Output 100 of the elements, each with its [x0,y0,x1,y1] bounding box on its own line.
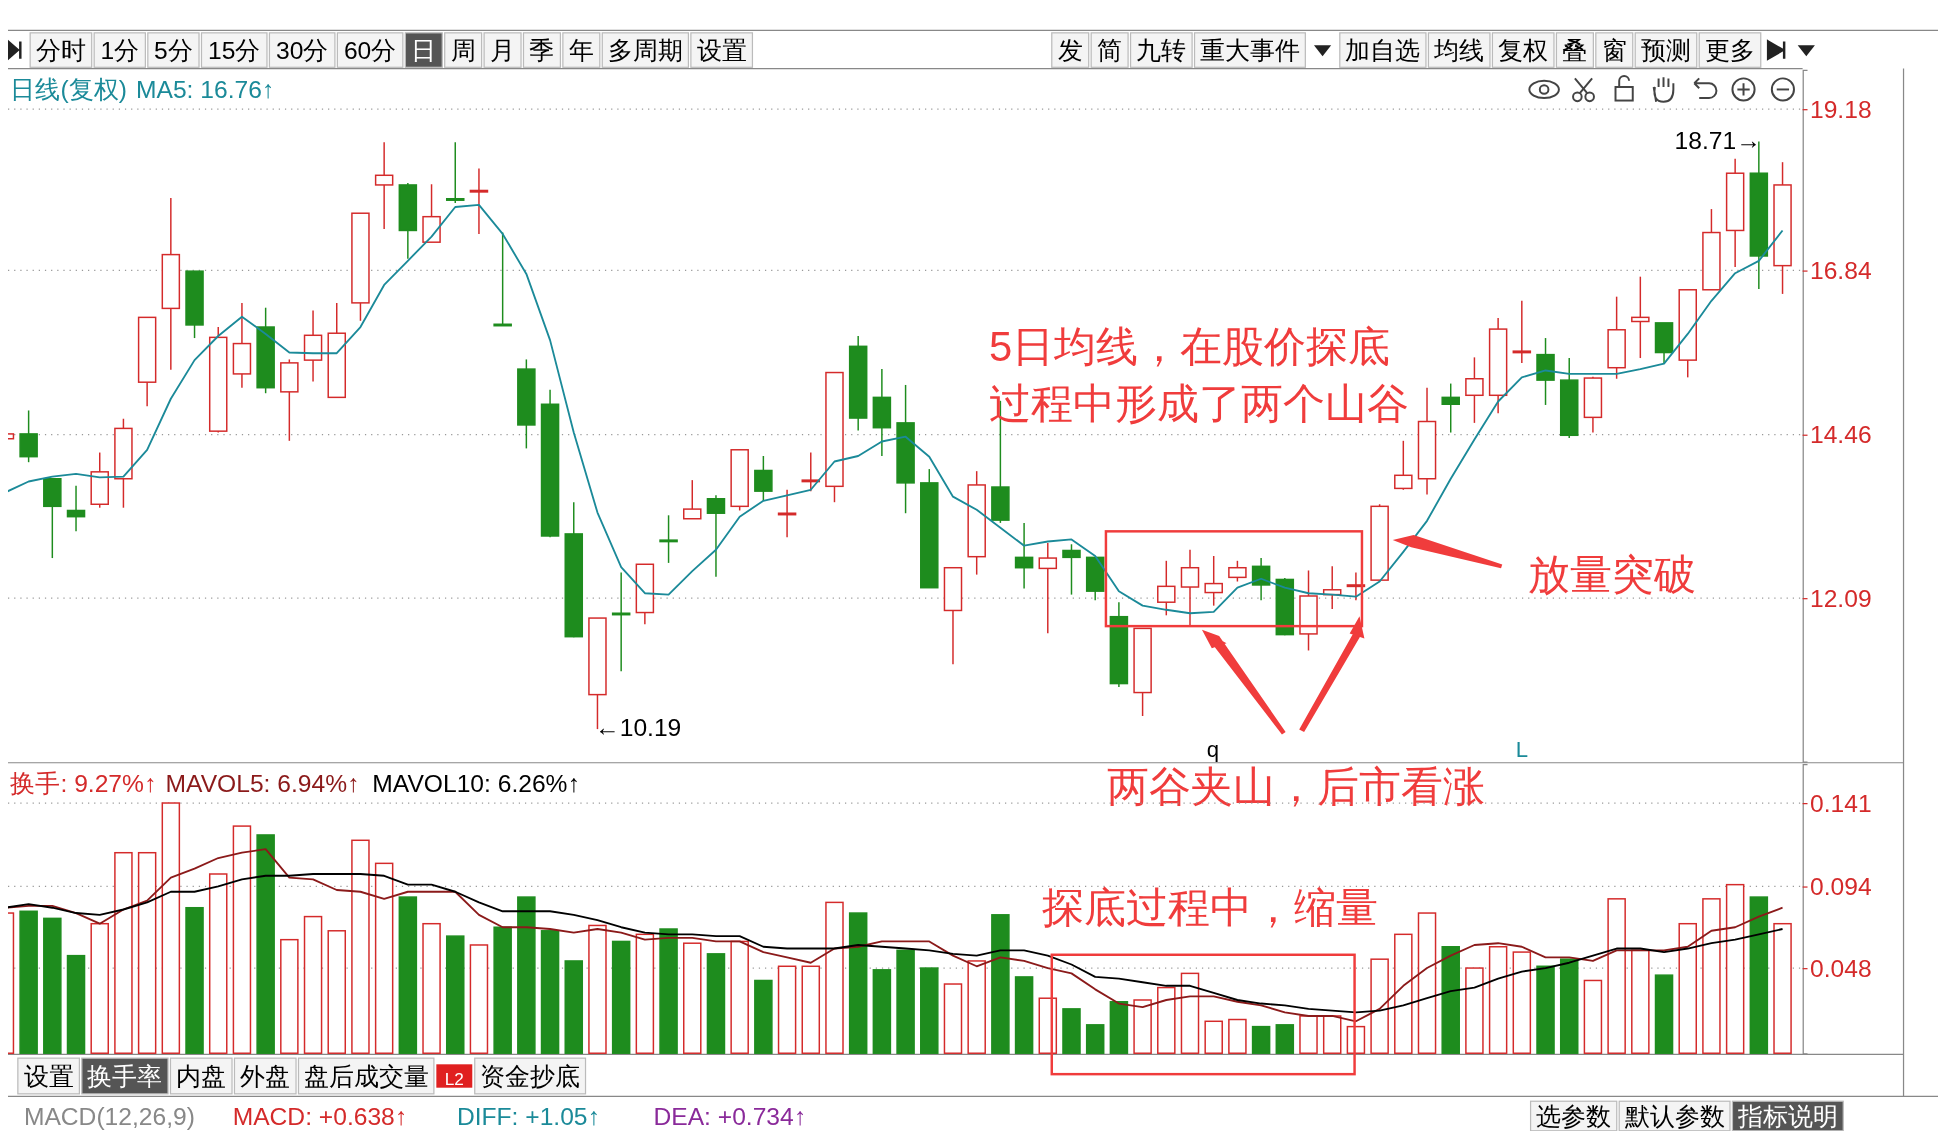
candlestick [66,484,86,532]
text: 5分 [154,36,193,64]
bar [1251,1025,1271,1054]
bar [635,933,655,1054]
bar [1228,1018,1247,1054]
text: L2 [444,1068,464,1089]
bar [801,965,821,1054]
text: MACD: +0.638↑ [232,1102,408,1130]
candlestick [777,489,797,539]
candlestick [374,141,394,230]
annotation: MAVOL5: 6.94%↑ [165,770,360,798]
text: 默认参数 [1623,1102,1725,1130]
bar [185,906,204,1054]
text: 重大事件 [1199,36,1300,64]
bar [137,851,157,1054]
y-tick-label: 16.84 [1809,256,1872,284]
text: 多周期 [607,36,683,64]
text: 加自选 [1345,36,1421,64]
bar [1062,1008,1081,1054]
bar [1465,967,1484,1054]
bar [730,940,749,1054]
bar [445,935,465,1054]
text: DIFF: +1.05↑ [456,1102,600,1130]
bar [114,851,133,1054]
y-tick-label: 0.048 [1809,954,1872,982]
text: 九转 [1136,36,1187,64]
text: 复权 [1498,36,1549,64]
bar [1607,898,1626,1054]
bar [1157,986,1176,1054]
text: 内盘 [176,1062,227,1090]
bar [66,954,86,1054]
candlestick [754,455,773,502]
text: 均线 [1433,36,1485,64]
candlestick [683,479,702,520]
bar [1512,951,1532,1054]
bar [659,928,678,1054]
bar [1204,1020,1223,1054]
candlestick [19,409,38,463]
bar [706,953,726,1054]
candlestick [1346,571,1366,601]
candlestick [659,514,678,564]
bar [303,915,323,1054]
candlestick [1062,543,1081,596]
text: 设置 [23,1062,74,1090]
text: 选参数 [1536,1102,1612,1130]
text: 资金抄底 [480,1062,581,1090]
candlestick [1631,275,1650,359]
text: 更多 [1704,36,1755,64]
bar [564,960,584,1054]
candlestick [1512,300,1532,364]
candlestick [1204,555,1223,607]
bar [683,942,702,1054]
bar [1702,898,1721,1054]
candlestick [1180,549,1200,627]
text: 预测 [1640,36,1691,64]
bar [1299,1015,1318,1054]
bar [1085,1024,1105,1054]
text: MACD(12,26,9) [23,1102,195,1130]
bar [19,910,38,1054]
bar [493,926,512,1054]
candlestick [1465,356,1484,424]
text: 外盘 [240,1062,291,1090]
bar [848,912,868,1054]
bar [1014,976,1034,1054]
annotation: 探底过程中，缩量 [1041,883,1378,931]
annotation: L [1515,736,1529,762]
bar [517,896,536,1054]
bar [1631,949,1650,1054]
bar [1322,1015,1342,1054]
bar [896,949,915,1054]
text: 叠 [1562,36,1588,64]
bar [1133,999,1152,1054]
bar [256,834,275,1054]
text: DEA: +0.734↑ [653,1102,807,1130]
annotation: 5日均线，在股价探底 [989,323,1391,371]
annotation: MAVOL10: 6.26%↑ [372,770,580,798]
text: 季 [529,36,555,64]
candlestick [1394,440,1413,491]
bar [1417,912,1437,1054]
y-tick-label: 0.094 [1809,872,1872,900]
candlestick [611,571,631,672]
annotation: q [1206,736,1220,762]
bar [280,938,299,1054]
bar [43,917,62,1054]
bar [1394,933,1413,1054]
candlestick [1014,522,1034,590]
bar [1275,1024,1295,1054]
annotation: ←10.19 [595,713,682,741]
y-tick-label: 14.46 [1809,421,1872,449]
text: 分时 [35,36,86,64]
bar [777,965,797,1054]
annotation: 18.71→ [1674,126,1761,154]
bar [1725,883,1745,1054]
bar [825,901,844,1054]
annotation: 放量突破 [1528,551,1697,599]
bar [611,940,631,1054]
candlestick [1228,560,1247,583]
text: 设置 [696,36,747,64]
text: 盘后成交量 [303,1062,429,1090]
text: 30分 [275,36,329,64]
